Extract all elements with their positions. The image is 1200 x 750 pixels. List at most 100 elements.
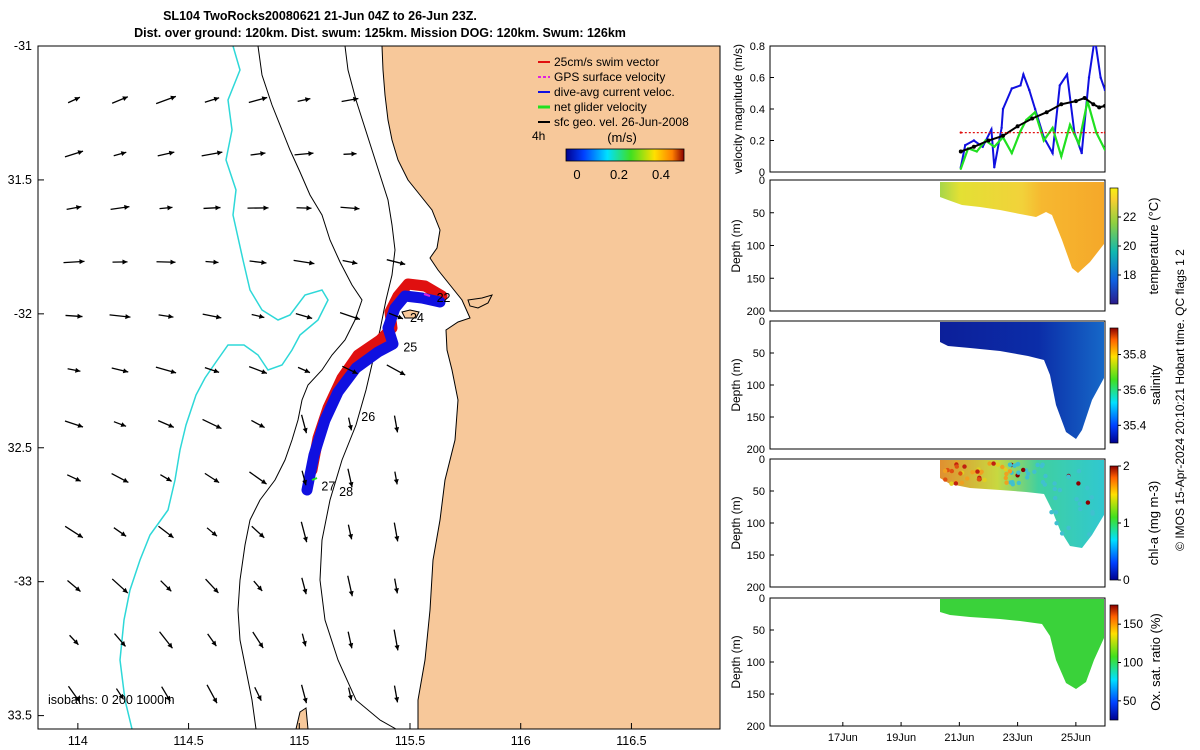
chla-dot [1053, 495, 1058, 501]
chla-dot [995, 462, 1001, 467]
oxygen-axes-ticks: 0 50 100 150 200 50 100 150 [747, 593, 1144, 733]
velocity-arrow [347, 417, 353, 431]
velocity-arrow [251, 525, 265, 539]
date-x-tick-label: 23Jun [1003, 732, 1033, 744]
velocity-arrow [113, 421, 127, 427]
velocity-arrow [340, 205, 360, 211]
velocity-point [972, 139, 976, 142]
map-y-axis: -31 31.5 -32 32.5 -33 33.5 [8, 39, 44, 723]
oxygen-x-axis: 17Jun 19Jun 21Jun 23Jun 25Jun [828, 722, 1091, 744]
cbar-tick-label: 35.8 [1123, 348, 1147, 362]
chla-dot [965, 476, 970, 481]
map-colorbar-bar [565, 148, 685, 162]
chla-dot [1039, 463, 1045, 469]
velocity-arrow [247, 205, 269, 211]
date-x-tick-label: 19Jun [886, 732, 916, 744]
velocity-arrow [249, 471, 267, 485]
chla-dot [1035, 462, 1040, 468]
depth-tick-label: 50 [753, 486, 765, 498]
velocity-arrow [66, 474, 82, 482]
velocity-point [1103, 131, 1105, 134]
velocity-point [1059, 102, 1064, 107]
velocity-arrow [109, 314, 131, 320]
depth-tick-label: 0 [759, 593, 765, 605]
map-colorbar-4h: 4h [532, 129, 545, 143]
map-day-label: 24 [410, 311, 424, 325]
velocity-point [1073, 99, 1078, 104]
depth-tick-label: 200 [747, 444, 765, 456]
velocity-panel: 0 0.2 0.4 0.6 0.8 velocity magnitude (m/s) [731, 37, 1106, 179]
velocity-arrow [113, 633, 127, 647]
chla-dot [1074, 497, 1079, 502]
velocity-arrow [251, 419, 265, 429]
velocity-arrow [157, 420, 175, 428]
chla-dot [1004, 471, 1009, 477]
chla-dot [1057, 487, 1063, 493]
temperature-section [940, 182, 1104, 273]
depth-tick-label: 200 [747, 582, 765, 594]
chla-dot [958, 471, 963, 476]
velocity-point [1000, 126, 1003, 130]
velocity-point [1080, 151, 1083, 155]
velocity-arrow [347, 687, 353, 701]
velocity-arrow [339, 312, 361, 321]
chla-dot [943, 477, 948, 482]
map-x-tick-label: 115.5 [395, 734, 425, 748]
velocity-arrow [201, 150, 223, 157]
velocity-point [1058, 84, 1062, 87]
depth-tick-label: 100 [747, 241, 765, 253]
velocity-arrow [300, 521, 308, 543]
chla-dot [1032, 469, 1037, 474]
chla-dot [1015, 462, 1020, 467]
velocity-y-tick-label: 0.6 [750, 73, 765, 85]
velocity-point [1099, 76, 1102, 79]
velocity-arrow [388, 312, 404, 320]
velocity-point [1060, 155, 1063, 158]
velocity-arrow [386, 259, 406, 266]
velocity-arrow [110, 204, 130, 210]
velocity-point [1001, 107, 1005, 111]
velocity-arrow [111, 96, 129, 104]
date-x-tick-label: 17Jun [828, 732, 858, 744]
chla-dot [976, 477, 982, 482]
chla-dot [1087, 532, 1092, 537]
depth-tick-label: 200 [747, 721, 765, 733]
velocity-arrow [254, 686, 262, 702]
velocity-arrow [67, 96, 81, 104]
velocity-point [1103, 148, 1105, 152]
velocity-point [1094, 37, 1096, 39]
velocity-arrow [67, 685, 81, 703]
velocity-arrow [300, 684, 308, 704]
isobath-label: isobaths: 0 200 1000m [48, 693, 174, 707]
velocity-arrow [66, 205, 82, 211]
salinity-panel: 0 50 100 150 200 35.4 35.6 35.8 Depth (m) salin… [729, 316, 1163, 456]
depth-tick-label: 50 [753, 208, 765, 220]
velocity-point [1033, 111, 1037, 114]
velocity-arrow [69, 634, 79, 646]
depth-tick-label: 50 [753, 348, 765, 360]
chla-dot [1078, 506, 1083, 512]
velocity-arrow [301, 577, 308, 595]
velocity-point [1103, 88, 1105, 92]
velocity-arrow [161, 686, 171, 702]
velocity-arrow [158, 525, 174, 539]
velocity-arrow [347, 524, 353, 540]
chla-dot [1077, 501, 1083, 506]
velocity-arrow [160, 580, 172, 592]
cbar-tick-label: 22 [1123, 210, 1137, 224]
chla-dot [962, 464, 967, 469]
velocity-arrow [206, 527, 218, 537]
velocity-arrow [347, 631, 354, 649]
isobath-1000m [119, 46, 329, 729]
velocity-y-tick-label: 0.8 [750, 41, 765, 53]
map-frame [37, 45, 721, 730]
velocity-point [1033, 107, 1037, 111]
velocity-arrow [297, 366, 311, 374]
velocity-point [1019, 84, 1022, 87]
velocity-arrow [111, 367, 129, 374]
velocity-arrow [249, 259, 267, 265]
chla-dot [949, 481, 954, 486]
velocity-arrow [393, 578, 399, 594]
salinity-colorbar [1109, 327, 1119, 444]
